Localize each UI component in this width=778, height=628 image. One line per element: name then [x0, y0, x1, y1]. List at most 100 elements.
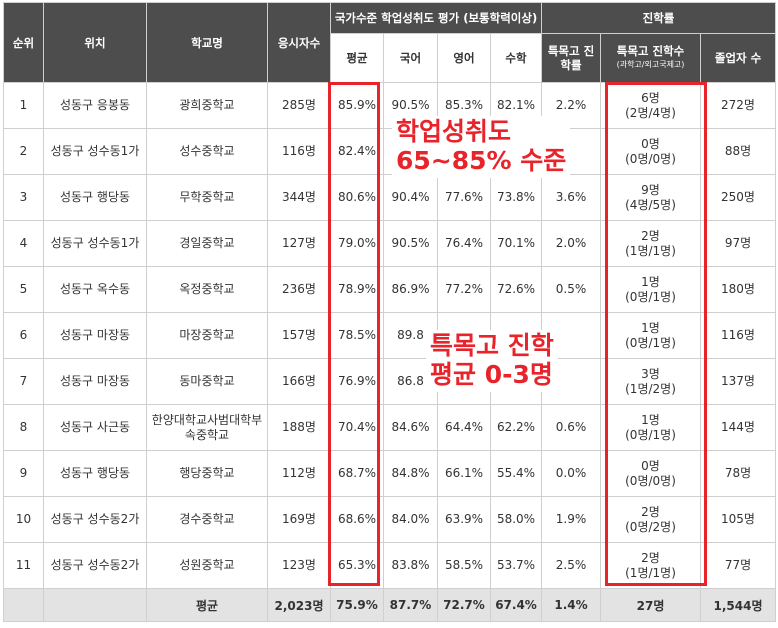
location-cell: 성동구 옥수동	[43, 266, 147, 313]
special-count-detail: (2명/4명)	[625, 105, 676, 120]
korean-cell: 86.9%	[383, 266, 438, 313]
korean-cell: 84.0%	[383, 496, 438, 543]
rank-cell: 8	[3, 404, 44, 451]
avg-math: 67.4%	[489, 588, 543, 622]
special-count-cell: 9명 (4명/5명)	[600, 174, 702, 221]
table-row: 1 성동구 응봉동 광희중학교 285명 85.9% 90.5% 85.3% 82.1% 2.2…	[3, 82, 777, 129]
examinees-cell: 112명	[267, 450, 331, 497]
location-cell: 성동구 성수동1가	[43, 128, 147, 175]
average-cell: 70.4%	[330, 404, 384, 451]
avg-english: 72.7%	[437, 588, 491, 622]
rank-cell: 3	[3, 174, 44, 221]
korean-cell: 84.6%	[383, 404, 438, 451]
school-cell: 성수중학교	[146, 128, 268, 175]
average-cell: 76.9%	[330, 358, 384, 405]
math-cell: 53.7%	[489, 542, 543, 589]
special-count-cell: 2명 (0명/2명)	[600, 496, 702, 543]
avg-label: 평균	[146, 588, 268, 622]
korean-cell: 90.4%	[383, 174, 438, 221]
table-row: 8 성동구 사근동 한양대학교사범대학부속중학교 188명 70.4% 84.6% 64.4…	[3, 404, 777, 451]
special-count-detail: (1명/1명)	[625, 243, 676, 258]
achievement-annotation-line1: 학업성취도	[396, 117, 512, 146]
graduates-cell: 137명	[700, 358, 777, 405]
graduates-cell: 272명	[700, 82, 777, 129]
graduates-cell: 78명	[700, 450, 777, 497]
location-cell: 성동구 사근동	[43, 404, 147, 451]
math-cell: 58.0%	[489, 496, 543, 543]
admission-annotation: 특목고 진학 평균 0-3명	[426, 330, 558, 392]
school-cell: 옥정중학교	[146, 266, 268, 313]
graduates-cell: 97명	[700, 220, 777, 267]
examinees-cell: 236명	[267, 266, 331, 313]
special-count-detail: (1명/1명)	[625, 565, 676, 580]
special-count-cell: 2명 (1명/1명)	[600, 542, 702, 589]
header-location: 위치	[43, 2, 147, 83]
korean-cell: 83.8%	[383, 542, 438, 589]
table-row: 2 성동구 성수동1가 성수중학교 116명 82.4% 0명 (0명/0명) 88명	[3, 128, 777, 175]
english-cell: 66.1%	[437, 450, 491, 497]
special-count-cell: 1명 (0명/1명)	[600, 266, 702, 313]
table-row: 4 성동구 성수동1가 경일중학교 127명 79.0% 90.5% 76.4% 70.1% 2…	[3, 220, 777, 267]
table-row: 5 성동구 옥수동 옥정중학교 236명 78.9% 86.9% 77.2% 72.6% 0.5…	[3, 266, 777, 313]
school-cell: 동마중학교	[146, 358, 268, 405]
average-cell: 78.9%	[330, 266, 384, 313]
location-cell: 성동구 행당동	[43, 450, 147, 497]
location-cell: 성동구 응봉동	[43, 82, 147, 129]
special-count-value: 3명	[641, 366, 660, 381]
header-special-count-sub: (과학고/외고국제고)	[616, 60, 685, 69]
special-rate-cell: 0.0%	[541, 450, 602, 497]
average-cell: 82.4%	[330, 128, 384, 175]
header-school: 학교명	[146, 2, 268, 83]
english-cell: 64.4%	[437, 404, 491, 451]
special-count-value: 2명	[641, 228, 660, 243]
special-count-cell: 0명 (0명/0명)	[600, 450, 702, 497]
graduates-cell: 105명	[700, 496, 777, 543]
rank-cell: 2	[3, 128, 44, 175]
special-count-value: 0명	[641, 458, 660, 473]
location-cell: 성동구 행당동	[43, 174, 147, 221]
header-admission-group: 진학률	[541, 2, 777, 34]
math-cell: 55.4%	[489, 450, 543, 497]
special-count-detail: (4명/5명)	[625, 197, 676, 212]
school-cell: 마장중학교	[146, 312, 268, 359]
header-math: 수학	[489, 33, 543, 83]
header-examinees: 응시자수	[267, 2, 331, 83]
special-count-cell: 6명 (2명/4명)	[600, 82, 702, 129]
special-rate-cell: 2.0%	[541, 220, 602, 267]
special-rate-cell: 3.6%	[541, 174, 602, 221]
special-count-detail: (0명/1명)	[625, 289, 676, 304]
graduates-cell: 144명	[700, 404, 777, 451]
avg-graduates: 1,544명	[700, 588, 777, 622]
rank-cell: 4	[3, 220, 44, 267]
examinees-cell: 123명	[267, 542, 331, 589]
header-average: 평균	[330, 33, 384, 83]
location-cell: 성동구 마장동	[43, 358, 147, 405]
admission-annotation-line2: 평균 0-3명	[430, 359, 553, 389]
average-cell: 79.0%	[330, 220, 384, 267]
school-cell: 한양대학교사범대학부속중학교	[146, 404, 268, 451]
achievement-annotation-line2: 65~85% 수준	[396, 145, 567, 175]
special-count-detail: (0명/0명)	[625, 151, 676, 166]
average-cell: 68.7%	[330, 450, 384, 497]
rank-cell: 5	[3, 266, 44, 313]
location-cell: 성동구 성수동1가	[43, 220, 147, 267]
average-cell: 65.3%	[330, 542, 384, 589]
avg-rank-cell	[3, 588, 44, 622]
school-cell: 경일중학교	[146, 220, 268, 267]
header-graduates: 졸업자 수	[700, 33, 777, 83]
avg-korean: 87.7%	[383, 588, 438, 622]
header-special-count-label: 특목고 진학수	[616, 44, 685, 58]
special-count-value: 0명	[641, 136, 660, 151]
table-row: 3 성동구 행당동 무학중학교 344명 80.6% 90.4% 77.6% 73.8% 3.6…	[3, 174, 777, 221]
header-graduates-label: 졸업자 수	[714, 51, 762, 65]
special-count-detail: (0명/2명)	[625, 519, 676, 534]
special-count-cell: 0명 (0명/0명)	[600, 128, 702, 175]
header-english: 영어	[437, 33, 491, 83]
table-row: 7 성동구 마장동 동마중학교 166명 76.9% 86.8 3명 (1명/2명) 137명	[3, 358, 777, 405]
achievement-annotation: 학업성취도 65~85% 수준	[392, 116, 571, 178]
english-cell: 76.4%	[437, 220, 491, 267]
header-korean: 국어	[383, 33, 438, 83]
rank-cell: 1	[3, 82, 44, 129]
header-rank: 순위	[3, 2, 44, 83]
rank-cell: 7	[3, 358, 44, 405]
